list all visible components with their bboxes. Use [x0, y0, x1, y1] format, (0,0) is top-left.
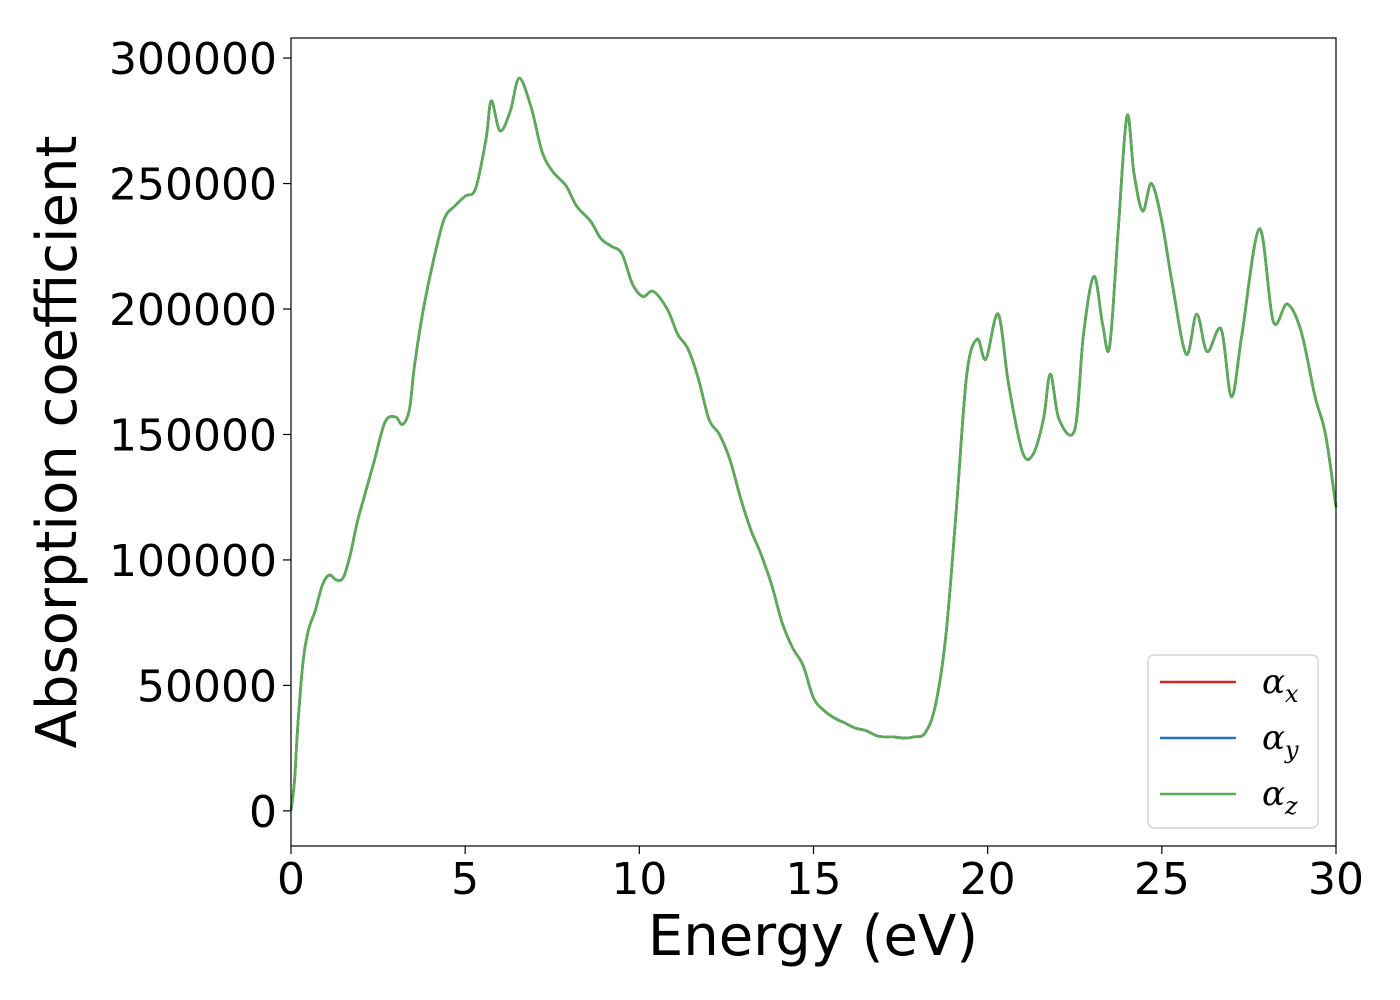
y-tick-label: 50000: [137, 661, 277, 712]
series-lines: [289, 76, 1338, 812]
x-tick-label: 5: [451, 854, 479, 905]
x-tick-label: 10: [611, 854, 667, 905]
x-tick-label: 30: [1308, 854, 1364, 905]
x-tick-label: 20: [960, 854, 1016, 905]
legend-label-y: αy: [1262, 718, 1299, 764]
y-tick-label: 300000: [109, 34, 277, 85]
y-tick-label: 150000: [109, 410, 277, 461]
y-tick-label: 100000: [109, 536, 277, 587]
x-tick-label: 25: [1134, 854, 1190, 905]
x-tick-label: 15: [786, 854, 842, 905]
plot-frame: [290, 37, 1337, 847]
y-axis-label: Absorption coefficient: [25, 136, 90, 749]
y-tick-label: 250000: [109, 160, 277, 211]
legend-label-x: αx: [1262, 662, 1299, 708]
legend-box: [1147, 654, 1319, 829]
legend: αx αy αz: [1147, 654, 1319, 829]
x-axis-label: Energy (eV): [648, 904, 978, 969]
x-tick-label: 0: [277, 854, 305, 905]
y-tick-label: 0: [249, 787, 277, 838]
series-line-z: [289, 76, 1338, 812]
legend-label-z: αz: [1262, 774, 1298, 820]
y-axis-ticks: 0 50000 100000 150000 200000 250000 300000: [109, 34, 291, 838]
x-axis-ticks: 0 5 10 15 20 25 30: [277, 846, 1364, 905]
y-tick-label: 200000: [109, 285, 277, 336]
